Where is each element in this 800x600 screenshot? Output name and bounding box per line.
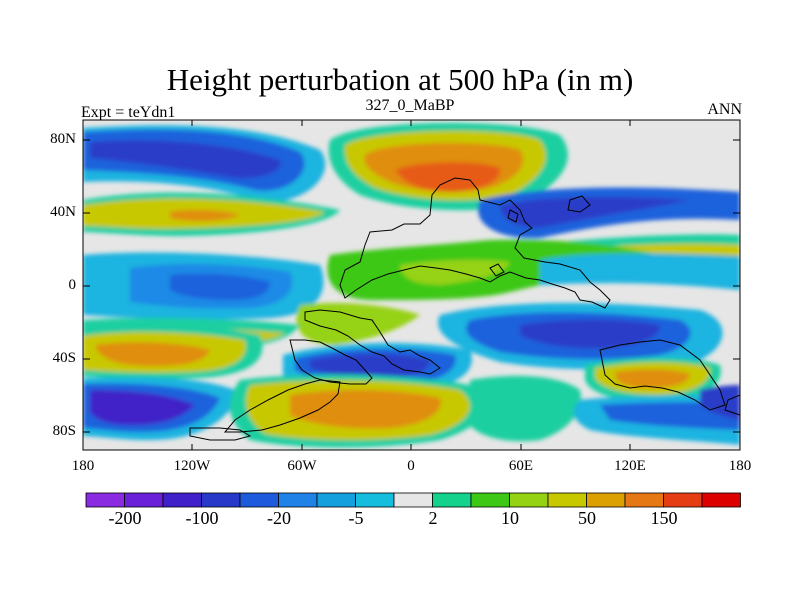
colorbar-label: -100	[185, 508, 219, 528]
colorbar-swatch	[701, 492, 741, 508]
lon-label: 120E	[614, 458, 646, 474]
lon-label: 180	[728, 458, 752, 474]
colorbar-swatch	[586, 492, 626, 508]
colorbar-swatch	[432, 492, 472, 508]
colorbar-label: 150	[650, 508, 678, 528]
colorbar-swatch	[355, 492, 395, 508]
colorbar-swatch	[547, 492, 587, 508]
colorbar	[85, 492, 741, 508]
experiment-label: Expt = teYdn1	[81, 104, 176, 121]
period-label: 327_0_MaBP	[365, 97, 455, 114]
lon-label: 0	[407, 458, 415, 474]
lat-label: 80S	[52, 423, 76, 439]
colorbar-swatch	[663, 492, 703, 508]
lon-label: 180	[71, 458, 95, 474]
lon-label: 60W	[287, 458, 317, 474]
colorbar-label: -20	[267, 508, 291, 528]
colorbar-label: 50	[578, 508, 596, 528]
colorbar-swatch	[509, 492, 549, 508]
colorbar-swatch	[124, 492, 164, 508]
lat-label: 40N	[50, 204, 76, 220]
colorbar-swatch	[162, 492, 202, 508]
colorbar-label: 10	[501, 508, 519, 528]
colorbar-swatch	[278, 492, 318, 508]
lat-label: 0	[68, 277, 77, 293]
axis-ticks	[83, 120, 740, 450]
colorbar-label: -200	[108, 508, 142, 528]
colorbar-swatch	[624, 492, 664, 508]
season-label: ANN	[707, 101, 742, 118]
colorbar-label: 2	[428, 508, 438, 528]
lon-label: 120W	[173, 458, 211, 474]
colorbar-swatch	[239, 492, 279, 508]
height-field	[83, 120, 740, 450]
coastlines	[189, 177, 740, 441]
colorbar-swatch	[316, 492, 356, 508]
chart-title: Height perturbation at 500 hPa (in m)	[166, 62, 634, 97]
colorbar-swatch	[85, 492, 125, 508]
colorbar-label: -5	[348, 508, 364, 528]
colorbar-swatch	[393, 492, 433, 508]
lat-label: 40S	[52, 350, 76, 366]
colorbar-swatch	[470, 492, 510, 508]
lat-label: 80N	[50, 131, 76, 147]
lon-label: 60E	[508, 458, 534, 474]
colorbar-swatch	[201, 492, 241, 508]
